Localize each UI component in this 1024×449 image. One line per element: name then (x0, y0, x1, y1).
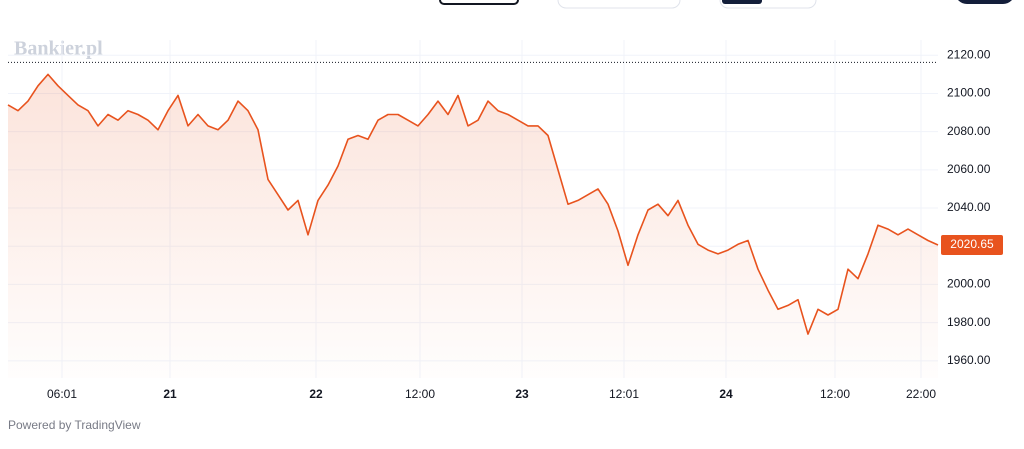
line (7, 73, 939, 335)
toolbar-button[interactable] (722, 0, 762, 4)
y-tick-label: 1960.00 (947, 353, 991, 367)
watermark: Bankier.pl (14, 38, 103, 60)
x-tick-label: 06:01 (47, 387, 77, 401)
x-tick-label: 22 (309, 387, 323, 401)
y-tick-label: 2000.00 (947, 277, 991, 291)
x-tick-label: 23 (515, 387, 529, 401)
toolbar-button[interactable] (955, 0, 1015, 4)
y-tick-label: 2100.00 (947, 86, 991, 100)
toolbar-button[interactable] (557, 0, 681, 9)
last-price-box (941, 234, 1003, 255)
last-price-label: 2020.65 (950, 237, 994, 251)
area (8, 74, 938, 379)
toolbar-button[interactable] (439, 0, 519, 5)
y-tick-label: 2040.00 (947, 200, 991, 214)
y-tick-label: 2060.00 (947, 162, 991, 176)
x-tick-label: 21 (163, 387, 177, 401)
y-tick-label: 2120.00 (947, 47, 991, 61)
x-tick-label: 12:00 (405, 387, 435, 401)
y-tick-label: 1980.00 (947, 315, 991, 329)
x-tick-label: 12:00 (820, 387, 850, 401)
x-tick-label: 24 (719, 387, 733, 401)
footer: Powered by TradingView (8, 418, 141, 432)
y-tick-label: 2080.00 (947, 124, 991, 138)
x-tick-label: 12:01 (609, 387, 639, 401)
x-tick-label: 22:00 (906, 387, 936, 401)
